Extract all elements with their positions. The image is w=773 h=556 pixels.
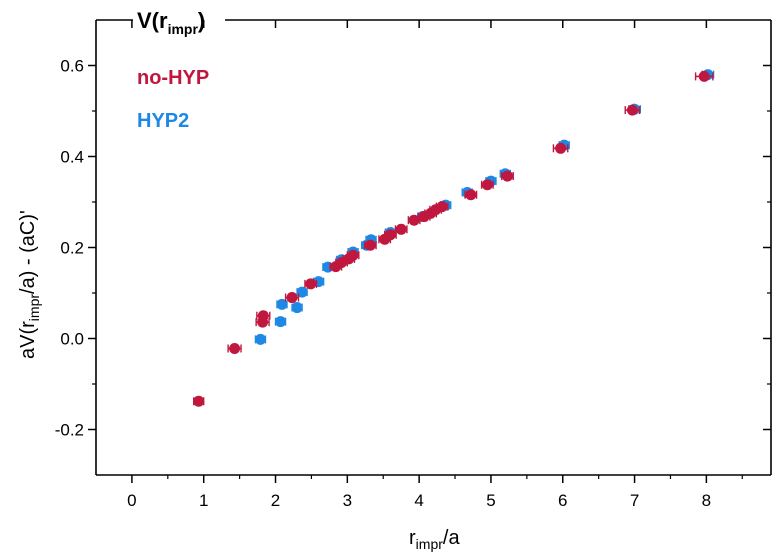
- x-tick-label: 4: [414, 491, 423, 510]
- data-point-no-hyp: [626, 104, 638, 116]
- x-tick-label: 1: [199, 491, 208, 510]
- series-hyp2: [254, 69, 715, 345]
- y-axis-ticks: [88, 64, 771, 431]
- x-axis-title: rimpr/a: [409, 527, 460, 552]
- panel-title-sub: impr: [168, 21, 199, 37]
- y-tick-label: 0.6: [60, 57, 84, 76]
- y-tick-label: -0.2: [55, 421, 84, 440]
- data-point-no-hyp: [465, 189, 477, 201]
- x-tick-label: 8: [702, 491, 711, 510]
- data-point-hyp2: [296, 286, 308, 298]
- data-point-no-hyp: [408, 214, 420, 226]
- data-point-no-hyp: [257, 310, 269, 322]
- y-axis-tick-labels: -0.2 0.0 0.2 0.4 0.6: [55, 57, 84, 440]
- y-axis-title-main: aV(r: [17, 321, 39, 359]
- data-point-no-hyp: [698, 70, 710, 82]
- panel-title-main: V(r: [137, 8, 168, 33]
- y-tick-label: 0.2: [60, 239, 84, 258]
- data-point-hyp2: [254, 333, 266, 345]
- y-tick-label: 0.4: [60, 148, 84, 167]
- x-axis-title-sub: impr: [416, 536, 444, 552]
- data-point-no-hyp: [193, 395, 205, 407]
- x-tick-label: 5: [486, 491, 495, 510]
- y-axis-title-sub: impr: [26, 294, 42, 322]
- data-point-no-hyp: [436, 201, 448, 213]
- x-tick-label: 6: [558, 491, 567, 510]
- data-point-no-hyp: [305, 278, 317, 290]
- y-tick-label: 0.0: [60, 330, 84, 349]
- data-point-no-hyp: [555, 142, 567, 154]
- data-point-hyp2: [275, 316, 287, 328]
- series-no-hyp: [192, 70, 714, 407]
- x-axis-title-main: r: [409, 527, 416, 549]
- x-tick-label: 3: [343, 491, 352, 510]
- y-axis-title-suffix: /a) - (aC)': [17, 210, 39, 294]
- data-point-no-hyp: [229, 343, 241, 355]
- series-layer: [192, 69, 715, 407]
- data-point-no-hyp: [364, 239, 376, 251]
- legend-item-no-hyp: no-HYP: [137, 67, 209, 89]
- x-tick-label: 7: [630, 491, 639, 510]
- y-axis-title: aV(rimpr/a) - (aC)': [17, 210, 42, 359]
- legend-item-hyp2: HYP2: [137, 110, 189, 132]
- panel-title: V(rimpr): [137, 8, 205, 37]
- x-axis-ticks: [131, 20, 743, 483]
- data-point-no-hyp: [286, 292, 298, 304]
- legend: no-HYP HYP2: [137, 67, 209, 132]
- data-point-no-hyp: [384, 229, 396, 241]
- x-tick-label: 0: [127, 491, 136, 510]
- panel-title-close: ): [198, 8, 205, 33]
- data-point-no-hyp: [481, 179, 493, 191]
- x-tick-label: 2: [271, 491, 280, 510]
- data-point-no-hyp: [501, 170, 513, 182]
- x-axis-tick-labels: 0 1 2 3 4 5 6 7 8: [127, 491, 711, 510]
- data-point-no-hyp: [347, 249, 359, 261]
- data-point-hyp2: [291, 302, 303, 314]
- data-point-no-hyp: [395, 223, 407, 235]
- x-axis-title-suffix: /a: [443, 527, 461, 549]
- data-point-hyp2: [276, 298, 288, 310]
